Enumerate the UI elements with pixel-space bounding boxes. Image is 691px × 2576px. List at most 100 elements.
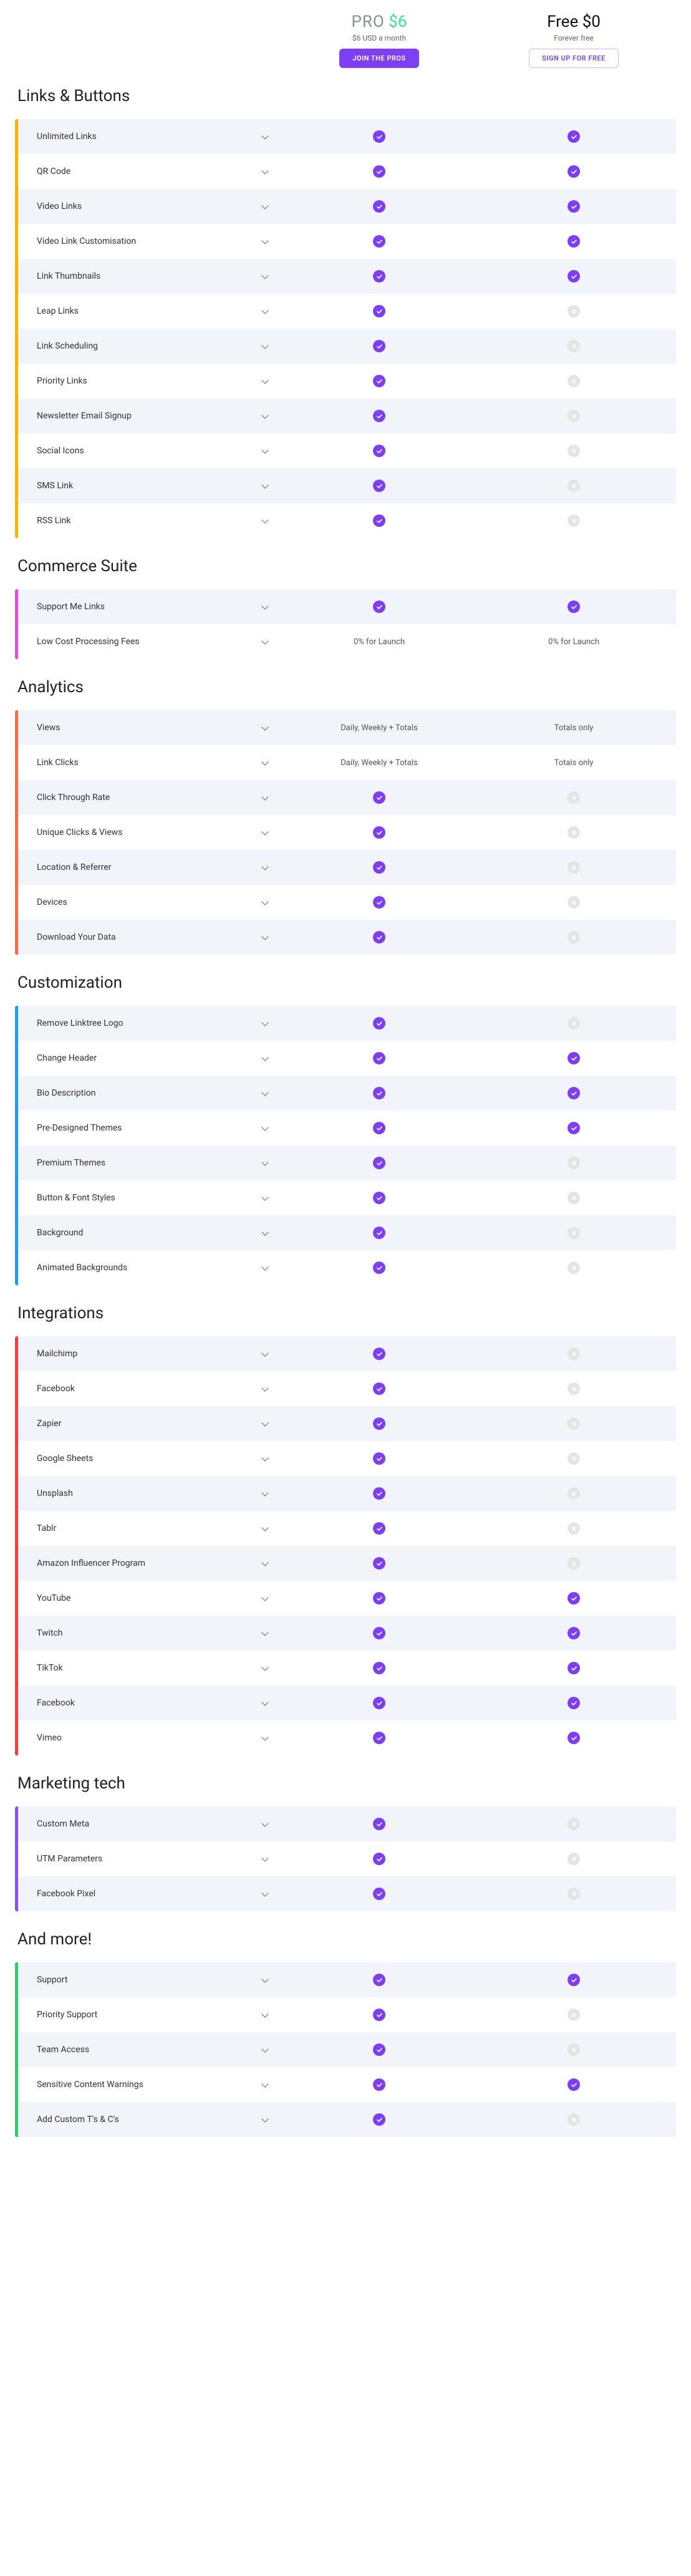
feature-row[interactable]: Custom Meta (18, 1807, 676, 1841)
feature-row[interactable]: Download Your Data (18, 920, 676, 955)
feature-row[interactable]: Facebook (18, 1371, 676, 1406)
feature-row[interactable]: Tablr (18, 1511, 676, 1546)
chevron-down-icon[interactable] (261, 1124, 269, 1132)
feature-row[interactable]: Link Clicks Daily, Weekly + Totals Total… (18, 745, 676, 780)
chevron-down-icon[interactable] (261, 1194, 269, 1202)
feature-row[interactable]: Click Through Rate (18, 780, 676, 815)
chevron-down-icon[interactable] (261, 446, 269, 455)
feature-row[interactable]: Video Link Customisation (18, 224, 676, 259)
chevron-down-icon[interactable] (261, 2010, 269, 2019)
chevron-down-icon[interactable] (261, 377, 269, 385)
chevron-down-icon[interactable] (261, 863, 269, 872)
feature-row[interactable]: UTM Parameters (18, 1841, 676, 1876)
chevron-down-icon[interactable] (261, 898, 269, 907)
chevron-down-icon[interactable] (261, 2115, 269, 2124)
feature-row[interactable]: Priority Support (18, 1997, 676, 2032)
feature-row[interactable]: Zapier (18, 1406, 676, 1441)
chevron-down-icon[interactable] (261, 933, 269, 942)
chevron-down-icon[interactable] (261, 793, 269, 802)
chevron-down-icon[interactable] (261, 1263, 269, 1272)
chevron-down-icon[interactable] (261, 1384, 269, 1393)
chevron-down-icon[interactable] (261, 1734, 269, 1742)
feature-row[interactable]: Priority Links (18, 364, 676, 398)
join-pros-button[interactable]: JOIN THE PROS (339, 49, 418, 68)
chevron-down-icon[interactable] (261, 307, 269, 316)
feature-row[interactable]: Views Daily, Weekly + Totals Totals only (18, 710, 676, 745)
chevron-down-icon[interactable] (261, 167, 269, 176)
chevron-down-icon[interactable] (261, 272, 269, 281)
chevron-down-icon[interactable] (261, 1594, 269, 1603)
feature-row[interactable]: YouTube (18, 1581, 676, 1616)
feature-row[interactable]: Twitch (18, 1616, 676, 1651)
chevron-down-icon[interactable] (261, 1454, 269, 1463)
chevron-down-icon[interactable] (261, 1054, 269, 1063)
chevron-down-icon[interactable] (261, 637, 269, 646)
chevron-down-icon[interactable] (261, 412, 269, 420)
chevron-down-icon[interactable] (261, 1664, 269, 1672)
feature-row[interactable]: Facebook Pixel (18, 1876, 676, 1911)
feature-row[interactable]: Location & Referrer (18, 850, 676, 885)
chevron-down-icon[interactable] (261, 481, 269, 490)
chevron-down-icon[interactable] (261, 132, 269, 141)
feature-row[interactable]: Sensitive Content Warnings (18, 2067, 676, 2102)
chevron-down-icon[interactable] (261, 1228, 269, 1237)
feature-row[interactable]: SMS Link (18, 468, 676, 503)
signup-free-button[interactable]: SIGN UP FOR FREE (529, 49, 619, 68)
chevron-down-icon[interactable] (261, 1629, 269, 1638)
chevron-down-icon[interactable] (261, 1159, 269, 1167)
chevron-down-icon[interactable] (261, 1889, 269, 1898)
chevron-down-icon[interactable] (261, 237, 269, 246)
feature-row[interactable]: Low Cost Processing Fees 0% for Launch 0… (18, 624, 676, 659)
feature-row[interactable]: QR Code (18, 154, 676, 189)
feature-row[interactable]: Unsplash (18, 1476, 676, 1511)
feature-row[interactable]: Unique Clicks & Views (18, 815, 676, 850)
chevron-down-icon[interactable] (261, 1089, 269, 1097)
feature-row[interactable]: Google Sheets (18, 1441, 676, 1476)
chevron-down-icon[interactable] (261, 828, 269, 837)
feature-row[interactable]: Add Custom T's & C's (18, 2102, 676, 2137)
chevron-down-icon[interactable] (261, 1349, 269, 1358)
chevron-down-icon[interactable] (261, 758, 269, 767)
feature-row[interactable]: Video Links (18, 189, 676, 224)
feature-row[interactable]: Mailchimp (18, 1336, 676, 1371)
feature-row[interactable]: Unlimited Links (18, 119, 676, 154)
feature-row[interactable]: Button & Font Styles (18, 1180, 676, 1215)
chevron-down-icon[interactable] (261, 602, 269, 611)
feature-row[interactable]: Facebook (18, 1686, 676, 1720)
feature-row[interactable]: Change Header (18, 1041, 676, 1076)
chevron-down-icon[interactable] (261, 1975, 269, 1984)
feature-row[interactable]: RSS Link (18, 503, 676, 538)
feature-row[interactable]: Newsletter Email Signup (18, 398, 676, 433)
chevron-down-icon[interactable] (261, 1559, 269, 1568)
feature-row[interactable]: Team Access (18, 2032, 676, 2067)
feature-row[interactable]: Pre-Designed Themes (18, 1111, 676, 1146)
feature-row[interactable]: Devices (18, 885, 676, 920)
feature-row[interactable]: Support (18, 1962, 676, 1997)
feature-row[interactable]: Leap Links (18, 294, 676, 329)
chevron-down-icon[interactable] (261, 1820, 269, 1828)
chevron-down-icon[interactable] (261, 1699, 269, 1707)
chevron-down-icon[interactable] (261, 1524, 269, 1533)
feature-row[interactable]: TikTok (18, 1651, 676, 1686)
feature-row[interactable]: Animated Backgrounds (18, 1250, 676, 1285)
chevron-down-icon[interactable] (261, 723, 269, 732)
chevron-down-icon[interactable] (261, 516, 269, 525)
feature-row[interactable]: Bio Description (18, 1076, 676, 1111)
chevron-down-icon[interactable] (261, 2080, 269, 2089)
feature-row[interactable]: Premium Themes (18, 1146, 676, 1180)
feature-row[interactable]: Link Scheduling (18, 329, 676, 364)
chevron-down-icon[interactable] (261, 1489, 269, 1498)
feature-row[interactable]: Background (18, 1215, 676, 1250)
chevron-down-icon[interactable] (261, 2045, 269, 2054)
chevron-down-icon[interactable] (261, 342, 269, 350)
feature-row[interactable]: Amazon Influencer Program (18, 1546, 676, 1581)
chevron-down-icon[interactable] (261, 1019, 269, 1028)
feature-row[interactable]: Social Icons (18, 433, 676, 468)
chevron-down-icon[interactable] (261, 1855, 269, 1863)
feature-row[interactable]: Link Thumbnails (18, 259, 676, 294)
feature-row[interactable]: Support Me Links (18, 589, 676, 624)
chevron-down-icon[interactable] (261, 202, 269, 211)
chevron-down-icon[interactable] (261, 1419, 269, 1428)
feature-row[interactable]: Vimeo (18, 1720, 676, 1755)
feature-row[interactable]: Remove Linktree Logo (18, 1006, 676, 1041)
